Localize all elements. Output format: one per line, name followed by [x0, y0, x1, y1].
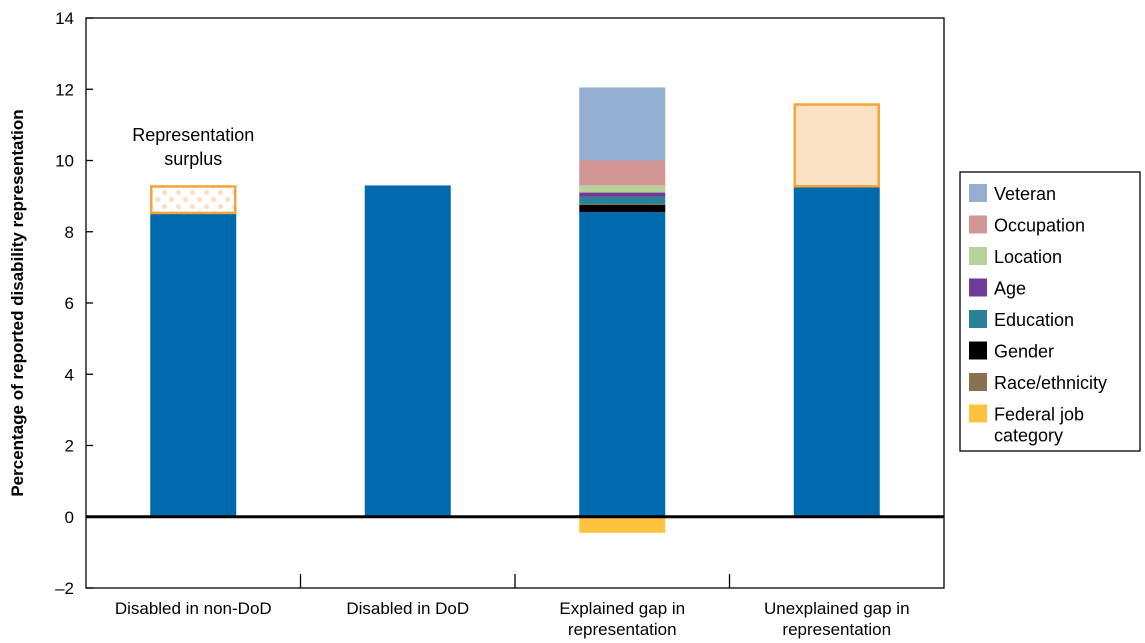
y-tick-label: 12	[55, 80, 74, 99]
legend-label: Location	[994, 247, 1062, 267]
segment-age	[579, 192, 666, 197]
legend-label: Education	[994, 310, 1074, 330]
segment-veteran	[579, 87, 666, 161]
x-category-label: representation	[782, 620, 891, 639]
segment-gender	[579, 205, 666, 213]
x-category-label: Disabled in non-DoD	[115, 599, 272, 618]
y-axis-label: Percentage of reported disability repres…	[8, 109, 27, 496]
unexplained-segment	[793, 103, 880, 188]
annotation-text: Representation	[132, 125, 254, 145]
y-tick-label: 2	[65, 437, 74, 456]
legend-label: Age	[994, 279, 1026, 299]
surplus-segment	[150, 185, 237, 215]
segment-federal-job-category	[579, 516, 666, 533]
bars	[150, 87, 880, 533]
legend-label: Veteran	[994, 184, 1056, 204]
legend-label: category	[994, 426, 1063, 446]
bar-base-3	[793, 187, 880, 517]
legend-label: Federal job	[994, 405, 1084, 425]
labels: Disabled in non-DoD Disabled in DoD Explai…	[8, 109, 910, 639]
legend-box	[959, 171, 1141, 452]
legend-swatch	[969, 341, 987, 360]
legend-swatch	[969, 215, 987, 234]
segment-occupation	[579, 160, 666, 186]
x-category-label: representation	[568, 620, 677, 639]
x-category-label: Disabled in DoD	[346, 599, 469, 618]
bar-base-0	[150, 213, 237, 517]
legend-label: Gender	[994, 342, 1054, 362]
legend-swatch	[969, 373, 987, 391]
legend-label: Race/ethnicity	[994, 373, 1107, 393]
x-category-label: Unexplained gap in	[764, 599, 910, 618]
legend-swatch	[969, 184, 987, 202]
segment-location	[579, 185, 666, 193]
axes: –2 0 2 4 6 8 10 12 14	[55, 9, 944, 598]
y-tick-label: 4	[65, 365, 74, 384]
legend-swatch	[969, 278, 987, 297]
legend-swatch	[969, 247, 987, 265]
y-tick-label: 8	[65, 223, 74, 242]
segment-education	[579, 196, 666, 204]
y-tick-label: –2	[55, 579, 74, 598]
legend-label: Occupation	[994, 216, 1085, 236]
annotation-text: surplus	[164, 149, 222, 169]
legend-swatch	[969, 404, 987, 423]
y-tick-label: 0	[65, 508, 74, 527]
y-tick-label: 10	[55, 152, 74, 171]
y-tick-label: 14	[55, 9, 74, 28]
bar-base-1	[364, 185, 451, 517]
bar-base-2	[579, 212, 666, 517]
y-tick-label: 6	[65, 294, 74, 313]
legend-swatch	[969, 310, 987, 328]
x-category-label: Explained gap in	[559, 599, 685, 618]
legend: Veteran Occupation Location Age Education Gen…	[959, 171, 1141, 452]
segment-race-ethnicity	[579, 203, 666, 206]
